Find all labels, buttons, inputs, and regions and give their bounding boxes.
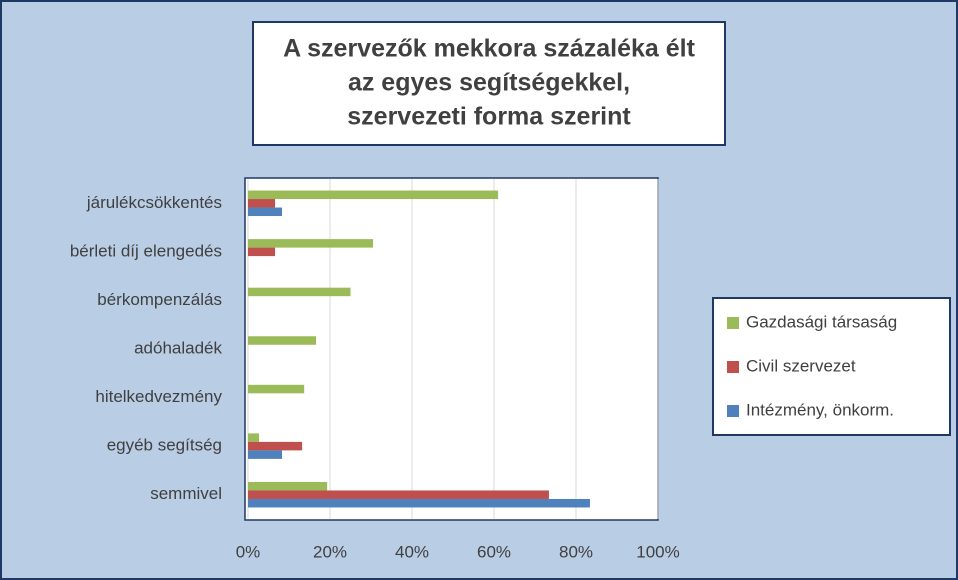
y-tick-label: adóhaladék [134,338,222,357]
title-box [252,21,726,146]
bar [248,384,305,394]
x-tick-label: 0% [236,542,261,561]
bar [248,199,276,208]
bar [248,490,549,499]
x-tick-label: 80% [559,542,593,561]
legend-label: Intézmény, önkorm. [746,400,894,419]
y-tick-label: semmivel [150,484,222,503]
x-tick-label: 100% [636,542,679,561]
bar [248,287,351,297]
bar [248,207,283,217]
legend-swatch [727,317,739,329]
plot-area [244,177,659,521]
bar [248,239,374,248]
bar [248,450,283,459]
y-tick-label: bérkompenzálás [97,290,222,309]
chart-title: az egyes segítségekkel, [348,69,630,97]
legend-swatch [727,361,739,373]
legend-box [712,297,951,436]
bar [248,433,260,442]
x-tick-label: 60% [477,542,511,561]
legend-label: Civil szervezet [746,356,856,375]
bar [248,247,276,257]
legend-label: Gazdasági társaság [746,312,897,331]
x-tick-label: 40% [395,542,429,561]
bar [248,190,499,200]
x-tick-label: 20% [313,542,347,561]
y-tick-label: egyéb segítség [107,436,222,455]
y-tick-label: hitelkedvezmény [95,387,222,406]
bar [248,498,590,508]
chart-title: A szervezők mekkora százaléka élt [283,35,695,63]
bar [248,336,317,345]
y-tick-label: bérleti díj elengedés [70,241,222,260]
legend-swatch [727,405,739,417]
y-tick-label: járulékcsökkentés [86,193,222,212]
chart-title: szervezeti forma szerint [347,103,631,131]
bar [248,441,303,451]
bar [248,481,328,491]
